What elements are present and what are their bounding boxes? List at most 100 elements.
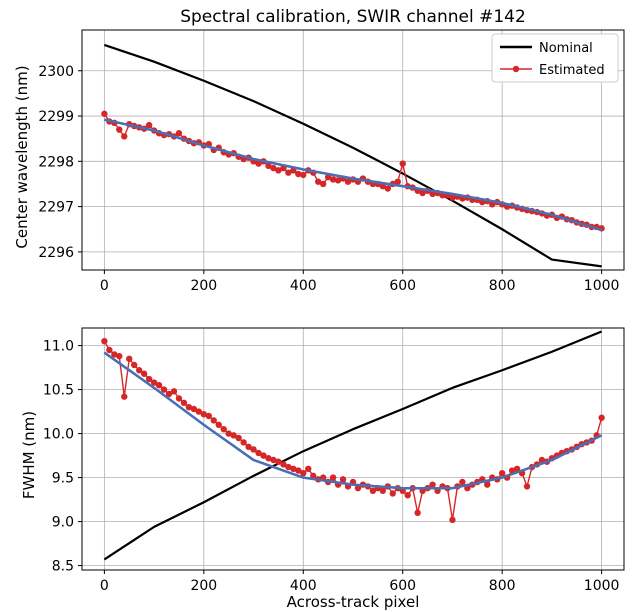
data-point-estimated <box>250 446 257 453</box>
data-point-estimated <box>116 126 123 133</box>
data-point-estimated <box>111 351 118 358</box>
data-point-estimated <box>140 370 148 377</box>
x-tick-label: 1000 <box>584 278 620 294</box>
data-point-estimated <box>449 516 456 524</box>
x-tick-label: 200 <box>190 578 217 594</box>
y-tick-label: 11.0 <box>43 339 74 355</box>
y-tick-label: 10.5 <box>43 383 74 399</box>
data-point-estimated <box>449 194 456 201</box>
legend-label-nominal: Nominal <box>539 41 593 56</box>
x-tick-label: 400 <box>290 278 317 294</box>
data-point-estimated <box>240 439 247 446</box>
y-tick-label: 2296 <box>38 245 74 261</box>
data-point-estimated <box>319 180 327 188</box>
y-tick-label: 9.5 <box>52 471 74 487</box>
data-point-estimated <box>230 432 237 439</box>
data-point-estimated <box>305 465 312 472</box>
x-axis-label: Across-track pixel <box>287 593 420 611</box>
data-point-estimated <box>508 467 516 474</box>
data-point-estimated <box>155 382 163 389</box>
bottom-panel: 0 200 400 600 800 1000 8.5 9.0 9.5 10.0 10.5 11.0 <box>43 327 625 594</box>
data-point-estimated <box>190 405 198 413</box>
data-point-estimated <box>389 490 396 497</box>
data-point-estimated <box>314 178 322 185</box>
data-point-estimated <box>513 465 521 472</box>
series-line-fit-overlay <box>104 118 602 232</box>
data-point-estimated <box>205 412 212 420</box>
data-point-estimated <box>489 201 496 208</box>
data-point-estimated <box>354 484 362 492</box>
x-tick-label: 0 <box>100 578 109 594</box>
data-point-estimated <box>300 171 307 179</box>
series-line-fit-overlay <box>103 351 603 490</box>
data-point-estimated <box>429 190 436 198</box>
y-tick-label: 2298 <box>38 154 74 170</box>
x-tick-label: 600 <box>389 278 416 294</box>
data-point-estimated <box>225 430 232 437</box>
data-point-estimated <box>285 169 292 176</box>
data-point-estimated <box>175 395 183 402</box>
data-point-estimated <box>101 338 108 345</box>
data-point-estimated <box>145 121 153 129</box>
plot-frame <box>81 29 625 271</box>
data-point-estimated <box>195 408 203 415</box>
data-point-estimated <box>394 178 401 185</box>
data-point-estimated <box>170 388 178 395</box>
data-point-estimated <box>484 481 491 488</box>
data-point-estimated <box>429 481 436 488</box>
x-tick-label: 600 <box>389 578 416 594</box>
data-point-estimated <box>235 434 242 442</box>
data-point-estimated <box>265 162 272 170</box>
data-point-estimated <box>275 458 282 465</box>
legend-marker-estimated <box>512 65 520 73</box>
data-point-estimated <box>126 355 133 362</box>
data-point-estimated <box>116 352 123 360</box>
x-tick-label: 1000 <box>584 578 620 594</box>
data-point-estimated <box>329 474 337 481</box>
data-point-estimated <box>165 390 173 398</box>
data-point-estimated <box>245 443 252 450</box>
legend-label-estimated: Estimated <box>539 63 605 78</box>
y-axis-label-bottom: FWHM (nm) <box>20 411 38 499</box>
data-point-estimated <box>538 456 546 464</box>
x-tick-label: 400 <box>290 578 317 594</box>
data-point-estimated <box>310 472 317 480</box>
data-point-estimated <box>260 452 267 459</box>
data-point-estimated <box>255 160 262 167</box>
data-point-estimated <box>101 110 108 117</box>
data-point-estimated <box>160 386 168 393</box>
data-point-estimated <box>275 167 282 174</box>
y-tick-label: 10.0 <box>43 427 74 443</box>
y-axis-label-top: Center wavelength (nm) <box>13 65 31 248</box>
data-point-estimated <box>598 414 605 421</box>
data-point-estimated <box>369 487 377 494</box>
data-point-estimated <box>121 393 128 400</box>
data-point-estimated <box>270 164 277 172</box>
data-point-estimated <box>404 492 411 499</box>
data-point-estimated <box>384 185 392 192</box>
data-point-estimated <box>270 456 277 464</box>
data-point-estimated <box>121 133 128 140</box>
chart-title: Spectral calibration, SWIR channel #142 <box>180 7 526 27</box>
data-point-estimated <box>131 361 138 369</box>
data-point-estimated <box>399 160 406 167</box>
data-point-estimated <box>334 177 342 184</box>
y-tick-label: 9.0 <box>52 515 74 531</box>
data-point-estimated <box>300 470 307 477</box>
data-point-estimated <box>464 484 471 492</box>
data-point-estimated <box>285 463 292 471</box>
data-point-estimated <box>295 170 302 178</box>
legend: Nominal Estimated <box>491 33 619 83</box>
data-point-estimated <box>379 183 387 190</box>
data-point-estimated <box>265 455 272 462</box>
data-point-estimated <box>290 465 297 472</box>
data-point-estimated <box>150 379 158 386</box>
data-point-estimated <box>215 421 222 428</box>
data-point-estimated <box>255 449 262 457</box>
data-point-estimated <box>175 130 183 137</box>
data-point-estimated <box>523 483 531 490</box>
data-point-estimated <box>339 476 347 483</box>
y-tick-label: 2299 <box>38 109 74 125</box>
series-line-estimated <box>103 340 603 521</box>
